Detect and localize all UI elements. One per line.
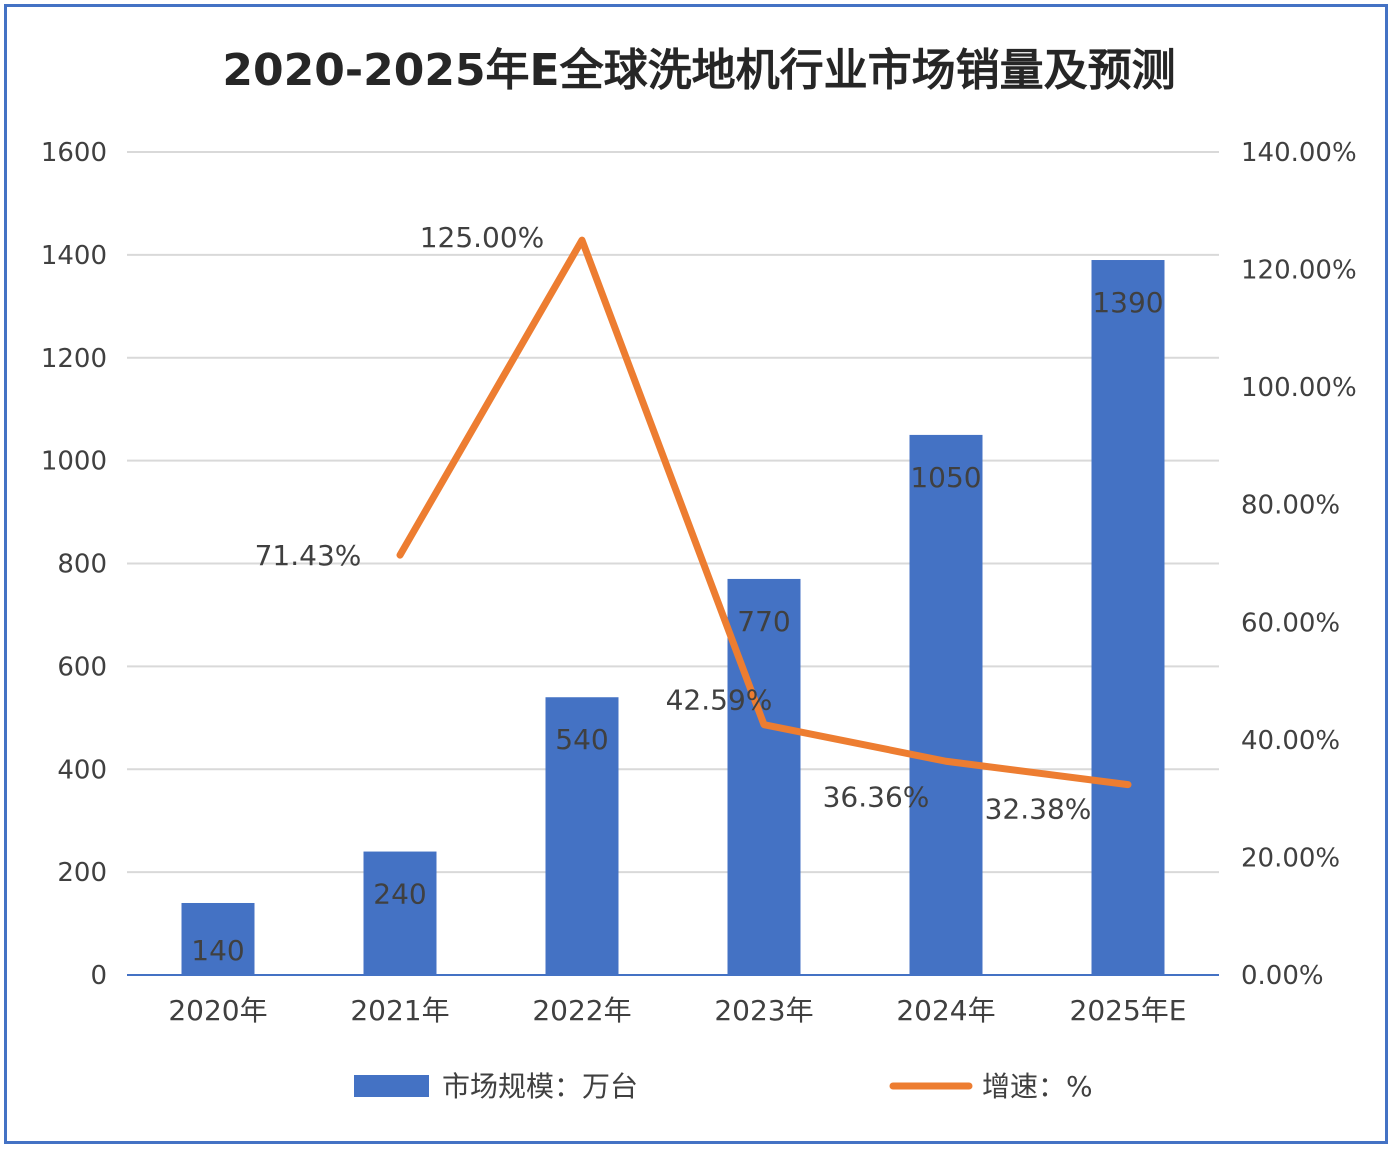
bar-data-labels: 140 240 540 770 1050 1390 — [191, 286, 1163, 967]
x-tick-label: 2023年 — [714, 994, 813, 1027]
growth-value-label: 36.36% — [823, 780, 930, 813]
legend: 市场规模：万台 增速：% — [354, 1070, 1093, 1103]
right-tick-label: 100.00% — [1241, 373, 1357, 403]
x-tick-label: 2020年 — [168, 994, 267, 1027]
x-axis: 2020年 2021年 2022年 2023年 2024年 2025年E — [127, 974, 1219, 1027]
x-tick-label: 2022年 — [532, 994, 631, 1027]
left-tick-label: 1600 — [41, 138, 107, 168]
left-tick-label: 1000 — [41, 447, 107, 477]
chart-frame: 2020-2025年E全球洗地机行业市场销量及预测 0 200 400 600 800 1… — [4, 4, 1388, 1144]
bar — [545, 697, 619, 975]
bar-value-label: 1050 — [910, 461, 981, 494]
right-tick-label: 40.00% — [1241, 726, 1340, 756]
right-tick-label: 120.00% — [1241, 256, 1357, 286]
bar-value-label: 540 — [555, 723, 608, 756]
left-tick-label: 1400 — [41, 241, 107, 271]
growth-value-label: 125.00% — [420, 221, 545, 254]
right-tick-label: 0.00% — [1241, 961, 1324, 991]
right-tick-label: 140.00% — [1241, 138, 1357, 168]
x-tick-label: 2024年 — [896, 994, 995, 1027]
x-tick-label: 2025年E — [1070, 994, 1187, 1027]
growth-line — [396, 236, 1132, 789]
bar — [363, 851, 437, 975]
bar — [1091, 260, 1165, 975]
growth-value-label: 32.38% — [985, 793, 1092, 826]
line-series — [396, 236, 1132, 789]
legend-line-label: 增速：% — [982, 1070, 1093, 1103]
bar — [727, 578, 801, 975]
bar-value-label: 770 — [737, 605, 790, 638]
x-tick-label: 2021年 — [350, 994, 449, 1027]
chart-title: 2020-2025年E全球洗地机行业市场销量及预测 — [222, 45, 1175, 96]
line-data-labels: 71.43% 125.00% 42.59% 36.36% 32.38% — [255, 221, 1092, 825]
growth-value-label: 71.43% — [255, 539, 362, 572]
left-y-axis: 0 200 400 600 800 1000 1200 1400 1600 — [41, 138, 107, 991]
chart-svg: 2020-2025年E全球洗地机行业市场销量及预测 0 200 400 600 800 1… — [41, 45, 1357, 1103]
growth-value-label: 42.59% — [666, 684, 773, 717]
bar — [181, 902, 255, 975]
left-tick-label: 800 — [57, 550, 107, 580]
left-tick-label: 600 — [57, 652, 107, 682]
left-tick-label: 400 — [57, 755, 107, 785]
legend-bar-swatch — [354, 1075, 429, 1097]
bar-value-label: 1390 — [1092, 286, 1163, 319]
left-tick-label: 0 — [90, 961, 107, 991]
bar-value-label: 240 — [373, 878, 426, 911]
right-tick-label: 20.00% — [1241, 843, 1340, 873]
legend-bar-label: 市场规模：万台 — [442, 1070, 638, 1103]
right-y-axis: 0.00% 20.00% 40.00% 60.00% 80.00% 100.00% 120.… — [1241, 138, 1357, 991]
right-tick-label: 80.00% — [1241, 491, 1340, 521]
gridlines — [127, 151, 1219, 874]
right-tick-label: 60.00% — [1241, 608, 1340, 638]
bar-value-label: 140 — [191, 934, 244, 967]
left-tick-label: 200 — [57, 858, 107, 888]
left-tick-label: 1200 — [41, 344, 107, 374]
bar-series — [181, 260, 1165, 975]
bar — [909, 434, 983, 975]
